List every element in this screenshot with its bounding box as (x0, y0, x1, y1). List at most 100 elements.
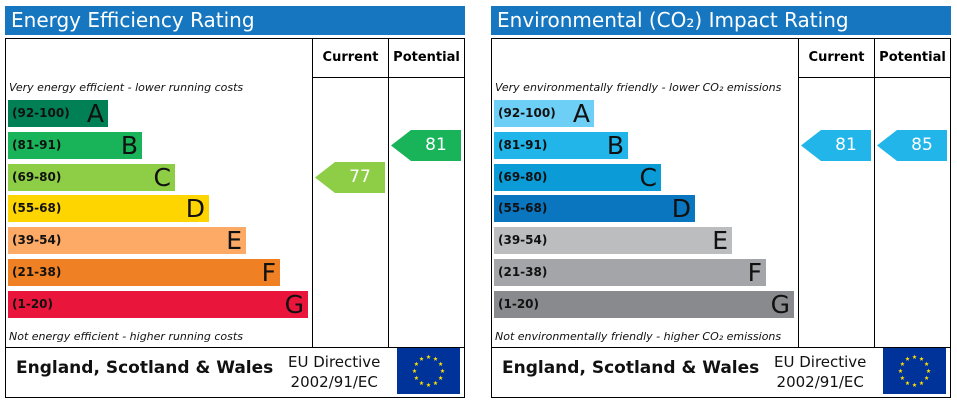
band-letter: D (185, 194, 205, 224)
band-range-label: (92-100) (12, 106, 70, 120)
star-icon (919, 380, 924, 386)
header-divider (312, 77, 464, 78)
rating-band-f: (21-38) F (8, 259, 280, 286)
band-range-label: (39-54) (12, 233, 62, 248)
band-letter: G (770, 289, 790, 319)
band-range-label: (81-91) (498, 137, 548, 152)
rating-band-d: (55-68) D (494, 194, 695, 224)
band-range-label: (81-91) (12, 137, 62, 152)
bottom-note: Not energy efficient - higher running co… (9, 330, 243, 343)
rating-band-c: (69-80) C (8, 162, 175, 192)
band-letter: F (747, 258, 762, 287)
footer-divider (6, 347, 464, 348)
star-icon (438, 375, 443, 380)
rating-band-g: (1-20) G (8, 289, 308, 319)
eu-directive-line1: EU Directive (774, 353, 867, 371)
rating-band-e: (39-54) E (8, 226, 246, 256)
star-icon (912, 354, 917, 359)
band-range-label: (39-54) (498, 233, 548, 248)
energy-efficiency-panel: Energy Efficiency Rating Current Potenti… (5, 6, 465, 398)
band-letter: G (284, 289, 304, 319)
rating-band-d: (55-68) D (8, 194, 209, 224)
rating-band-b: (81-91) B (8, 130, 142, 160)
column-divider (312, 39, 313, 347)
rating-band-b: (81-91) B (494, 130, 628, 160)
star-icon (440, 368, 445, 373)
star-icon (414, 375, 419, 380)
band-letter: B (120, 130, 138, 160)
current-arrow-shape (801, 129, 871, 161)
column-divider (874, 39, 875, 347)
band-range-label: (1-20) (12, 296, 53, 311)
band-letter: E (226, 226, 242, 256)
footer-region: England, Scotland & Wales (16, 358, 274, 378)
rating-band-e: (39-54) E (494, 226, 732, 256)
star-icon (926, 368, 931, 373)
potential-rating-arrow: 85 (877, 129, 947, 161)
rating-band-g: (1-20) G (494, 289, 794, 319)
eu-directive-line2: 2002/91/EC (776, 373, 864, 391)
rating-band-f: (21-38) F (494, 259, 766, 286)
band-letter: A (572, 99, 590, 128)
header-divider (798, 77, 950, 78)
eu-directive-line1: EU Directive (288, 353, 381, 371)
chart-title: Energy Efficiency Rating (5, 6, 465, 35)
current-rating-value: 77 (349, 166, 371, 187)
current-rating-value: 81 (835, 134, 857, 155)
band-letter: D (671, 194, 691, 224)
band-range-label: (69-80) (498, 169, 548, 184)
column-divider (388, 39, 389, 347)
chart-title: Environmental (CO₂) Impact Rating (491, 6, 951, 35)
current-rating-arrow: 77 (315, 161, 385, 193)
star-icon (919, 356, 924, 361)
star-icon (900, 361, 905, 366)
eu-directive-line2: 2002/91/EC (290, 373, 378, 391)
star-icon (924, 361, 929, 366)
band-range-label: (55-68) (12, 201, 62, 216)
star-icon (414, 361, 419, 366)
star-icon (412, 368, 417, 373)
potential-column-header: Potential (393, 50, 460, 65)
environmental-impact-panel: Environmental (CO₂) Impact Rating Curren… (491, 6, 951, 398)
band-letter: C (153, 162, 171, 192)
band-letter: E (712, 226, 728, 256)
band-letter: B (606, 130, 624, 160)
bottom-note: Not environmentally friendly - higher CO… (495, 330, 782, 343)
band-range-label: (21-38) (12, 265, 62, 279)
footer-divider (492, 347, 950, 348)
current-column-header: Current (322, 50, 379, 65)
band-range-label: (1-20) (498, 296, 539, 311)
star-icon (898, 368, 903, 373)
band-letter: A (86, 99, 104, 128)
current-rating-arrow: 81 (801, 129, 871, 161)
band-range-label: (69-80) (12, 169, 62, 184)
star-icon (433, 356, 438, 361)
star-icon (900, 375, 905, 380)
star-icon (433, 380, 438, 386)
star-icon (912, 382, 917, 387)
rating-table: Current Potential Very energy efficient … (5, 38, 465, 398)
star-icon (438, 361, 443, 366)
potential-arrow-shape (877, 129, 947, 161)
rating-band-a: (92-100) A (494, 100, 594, 127)
rating-band-a: (92-100) A (8, 100, 108, 127)
star-icon (426, 354, 431, 359)
column-divider (798, 39, 799, 347)
footer-region: England, Scotland & Wales (502, 358, 760, 378)
band-letter: F (261, 258, 276, 287)
eu-flag-icon (397, 348, 460, 394)
eu-directive: EU Directive 2002/91/EC (774, 352, 866, 392)
rating-table: Current Potential Very environmentally f… (491, 38, 951, 398)
star-icon (419, 356, 424, 361)
top-note: Very energy efficient - lower running co… (9, 81, 244, 94)
star-icon (426, 382, 431, 387)
eu-directive: EU Directive 2002/91/EC (288, 352, 380, 392)
band-range-label: (55-68) (498, 201, 548, 216)
star-icon (924, 375, 929, 380)
band-range-label: (92-100) (498, 106, 556, 120)
potential-column-header: Potential (879, 50, 946, 65)
potential-arrow-shape (391, 129, 461, 161)
potential-rating-arrow: 81 (391, 129, 461, 161)
rating-band-c: (69-80) C (494, 163, 661, 191)
star-icon (905, 380, 910, 386)
